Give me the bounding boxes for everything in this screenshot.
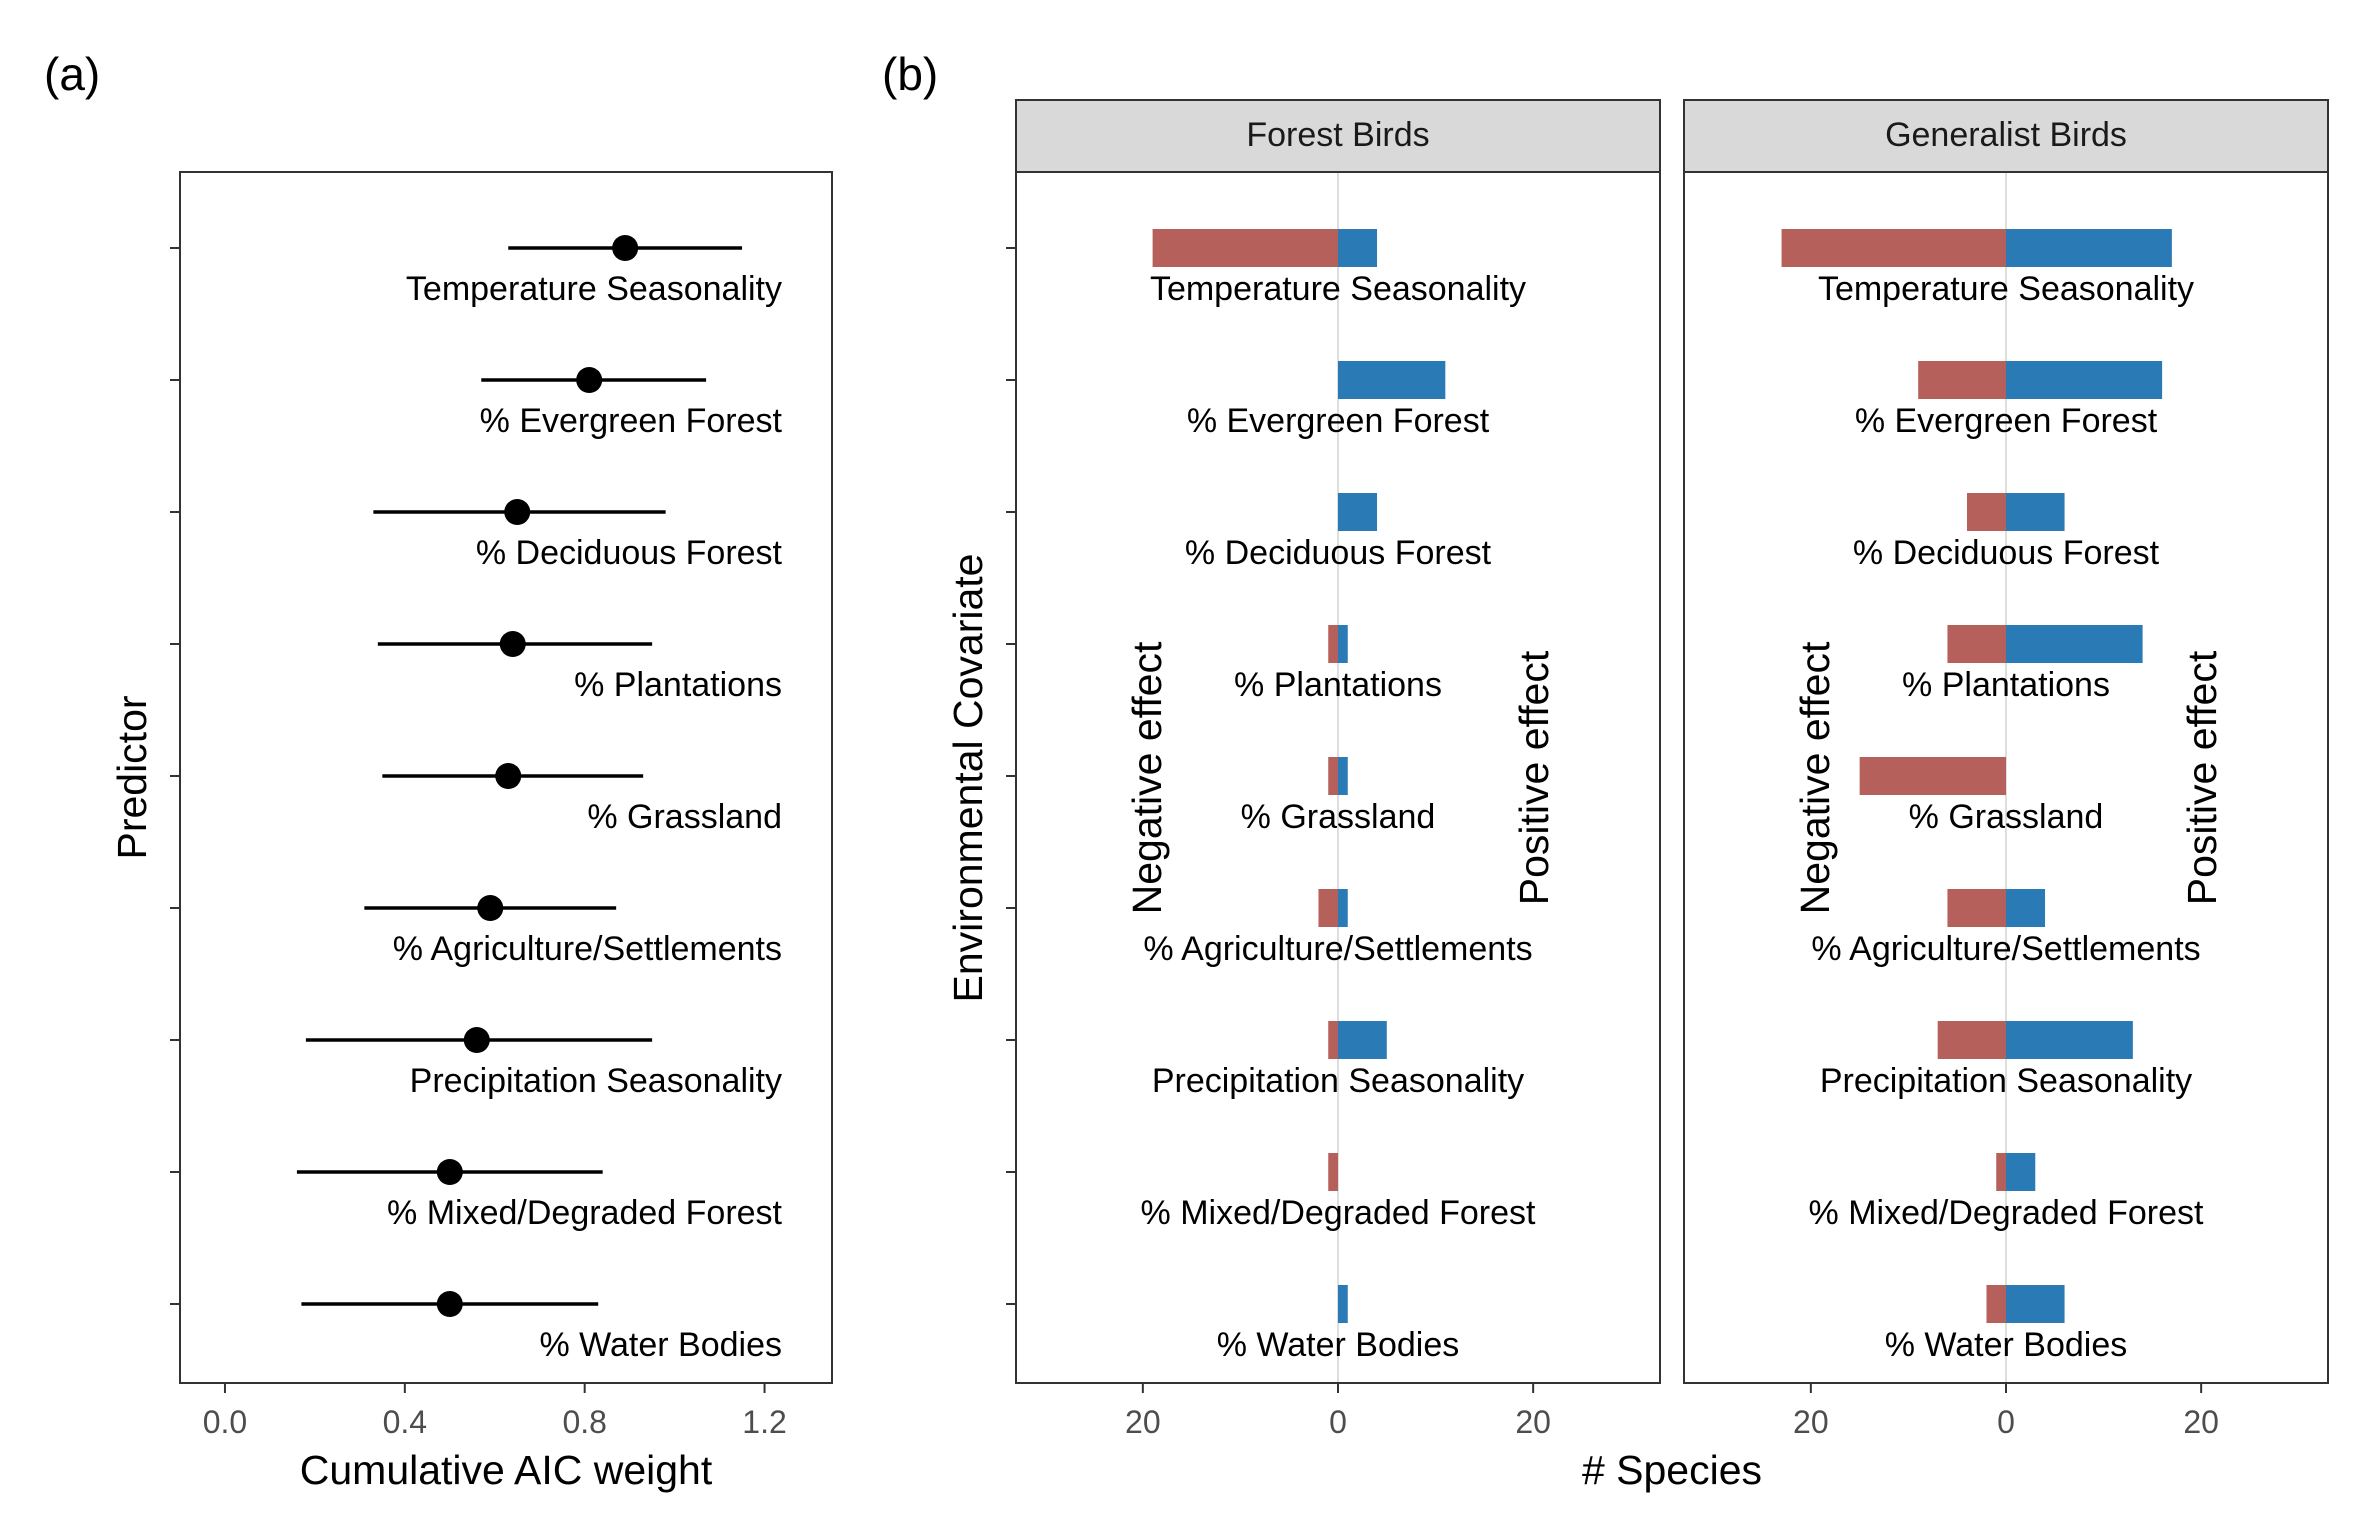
covariate-label: % Water Bodies	[1885, 1326, 2128, 1364]
bar-positive	[2006, 1285, 2065, 1323]
panel-b-letter: (b)	[882, 48, 938, 100]
bar-positive	[2006, 361, 2163, 399]
panel-a-letter: (a)	[44, 48, 100, 100]
covariate-label: % Agriculture/Settlements	[1143, 930, 1532, 968]
x-tick-label: 1.2	[742, 1404, 786, 1440]
x-tick-label: 0.4	[383, 1404, 427, 1440]
predictor-label: % Water Bodies	[540, 1326, 783, 1364]
covariate-label: % Evergreen Forest	[1187, 402, 1490, 440]
bar-negative	[1859, 757, 2006, 795]
bar-positive	[2006, 889, 2046, 927]
x-tick-label: 20	[2183, 1404, 2219, 1440]
covariate-label: % Evergreen Forest	[1855, 402, 2158, 440]
y-axis-title: Environmental Covariate	[945, 554, 991, 1003]
positive-effect-label: Positive effect	[2179, 650, 2225, 905]
facet: Forest Birds Temperature Seasonality % Eve…	[1015, 99, 1661, 1440]
panel-b-plot: Forest Birds Temperature Seasonality % Eve…	[945, 99, 2329, 1493]
bar-positive	[1338, 493, 1378, 531]
bar-negative	[1947, 889, 2006, 927]
bar-negative	[1328, 625, 1338, 663]
bar-positive	[2006, 229, 2172, 267]
bar-negative	[1937, 1021, 2006, 1059]
predictor-label: % Plantations	[574, 666, 782, 704]
panel-a-frame	[179, 171, 833, 1384]
predictor-label: % Mixed/Degraded Forest	[387, 1194, 783, 1232]
predictor-label: Precipitation Seasonality	[410, 1062, 782, 1100]
covariate-label: % Deciduous Forest	[1853, 534, 2160, 572]
bar-positive	[1338, 361, 1446, 399]
covariate-label: Temperature Seasonality	[1150, 270, 1526, 308]
negative-effect-label: Negative effect	[1792, 641, 1838, 914]
covariate-label: % Mixed/Degraded Forest	[1141, 1194, 1537, 1232]
covariate-label: % Grassland	[1241, 798, 1436, 836]
bar-negative	[1152, 229, 1338, 267]
predictor-label: % Agriculture/Settlements	[393, 930, 782, 968]
covariate-label: Temperature Seasonality	[1818, 270, 2194, 308]
predictor-label: % Evergreen Forest	[480, 402, 783, 440]
positive-effect-label: Positive effect	[1511, 650, 1557, 905]
bar-negative	[1986, 1285, 2006, 1323]
facet: Generalist Birds Temperature Seasonality%…	[1683, 99, 2329, 1440]
facet-title: Forest Birds	[1246, 116, 1429, 154]
facet-strip	[1683, 99, 2329, 173]
data-point	[463, 1027, 490, 1053]
covariate-label: % Water Bodies	[1217, 1326, 1460, 1364]
x-tick-label: 0	[1329, 1404, 1347, 1440]
bar-positive	[2006, 1153, 2036, 1191]
bar-positive	[1338, 1285, 1348, 1323]
bar-negative	[1781, 229, 2006, 267]
x-tick-label: 0.8	[562, 1404, 606, 1440]
x-tick-label: 20	[1793, 1404, 1829, 1440]
data-point	[576, 367, 603, 393]
bar-negative	[1947, 625, 2006, 663]
covariate-label: % Agriculture/Settlements	[1811, 930, 2200, 968]
facet-title: Generalist Birds	[1885, 116, 2127, 154]
covariate-label: Precipitation Seasonality	[1152, 1062, 1524, 1100]
bar-positive	[1338, 757, 1348, 795]
bar-negative	[1328, 757, 1338, 795]
data-point	[499, 631, 526, 657]
x-tick-label: 0	[1997, 1404, 2015, 1440]
covariate-label: Precipitation Seasonality	[1820, 1062, 2192, 1100]
bar-positive	[2006, 493, 2065, 531]
covariate-label: % Grassland	[1909, 798, 2104, 836]
bar-positive	[2006, 1021, 2133, 1059]
x-tick-label: 20	[1515, 1404, 1551, 1440]
predictor-label: Temperature Seasonality	[406, 270, 782, 308]
bar-positive	[1338, 889, 1348, 927]
data-point	[504, 499, 531, 525]
covariate-label: % Plantations	[1234, 666, 1442, 704]
predictor-label: % Deciduous Forest	[476, 534, 783, 572]
covariate-label: % Deciduous Forest	[1185, 534, 1492, 572]
bar-negative	[1328, 1021, 1338, 1059]
data-point	[495, 763, 522, 789]
negative-effect-label: Negative effect	[1124, 641, 1170, 914]
bar-negative	[1966, 493, 2006, 531]
data-point	[612, 235, 639, 261]
bar-positive	[2006, 625, 2143, 663]
y-axis-title: Predictor	[109, 695, 155, 859]
data-point	[436, 1159, 463, 1185]
bar-positive	[1338, 229, 1378, 267]
x-axis-title: # Species	[1582, 1447, 1762, 1493]
covariate-label: % Plantations	[1902, 666, 2110, 704]
panel-a-plot: Temperature Seasonality % Evergreen Fores…	[109, 171, 833, 1493]
bar-negative	[1328, 1153, 1338, 1191]
x-tick-label: 0.0	[203, 1404, 247, 1440]
bar-negative	[1996, 1153, 2006, 1191]
bar-positive	[1338, 1021, 1387, 1059]
x-tick-label: 20	[1125, 1404, 1161, 1440]
x-axis-title: Cumulative AIC weight	[300, 1447, 713, 1493]
data-point	[436, 1291, 463, 1317]
bar-negative	[1918, 361, 2006, 399]
bar-positive	[1338, 625, 1348, 663]
covariate-label: % Mixed/Degraded Forest	[1809, 1194, 2205, 1232]
data-point	[477, 895, 504, 921]
facet-strip	[1015, 99, 1661, 173]
bar-negative	[1318, 889, 1338, 927]
predictor-label: % Grassland	[587, 798, 782, 836]
